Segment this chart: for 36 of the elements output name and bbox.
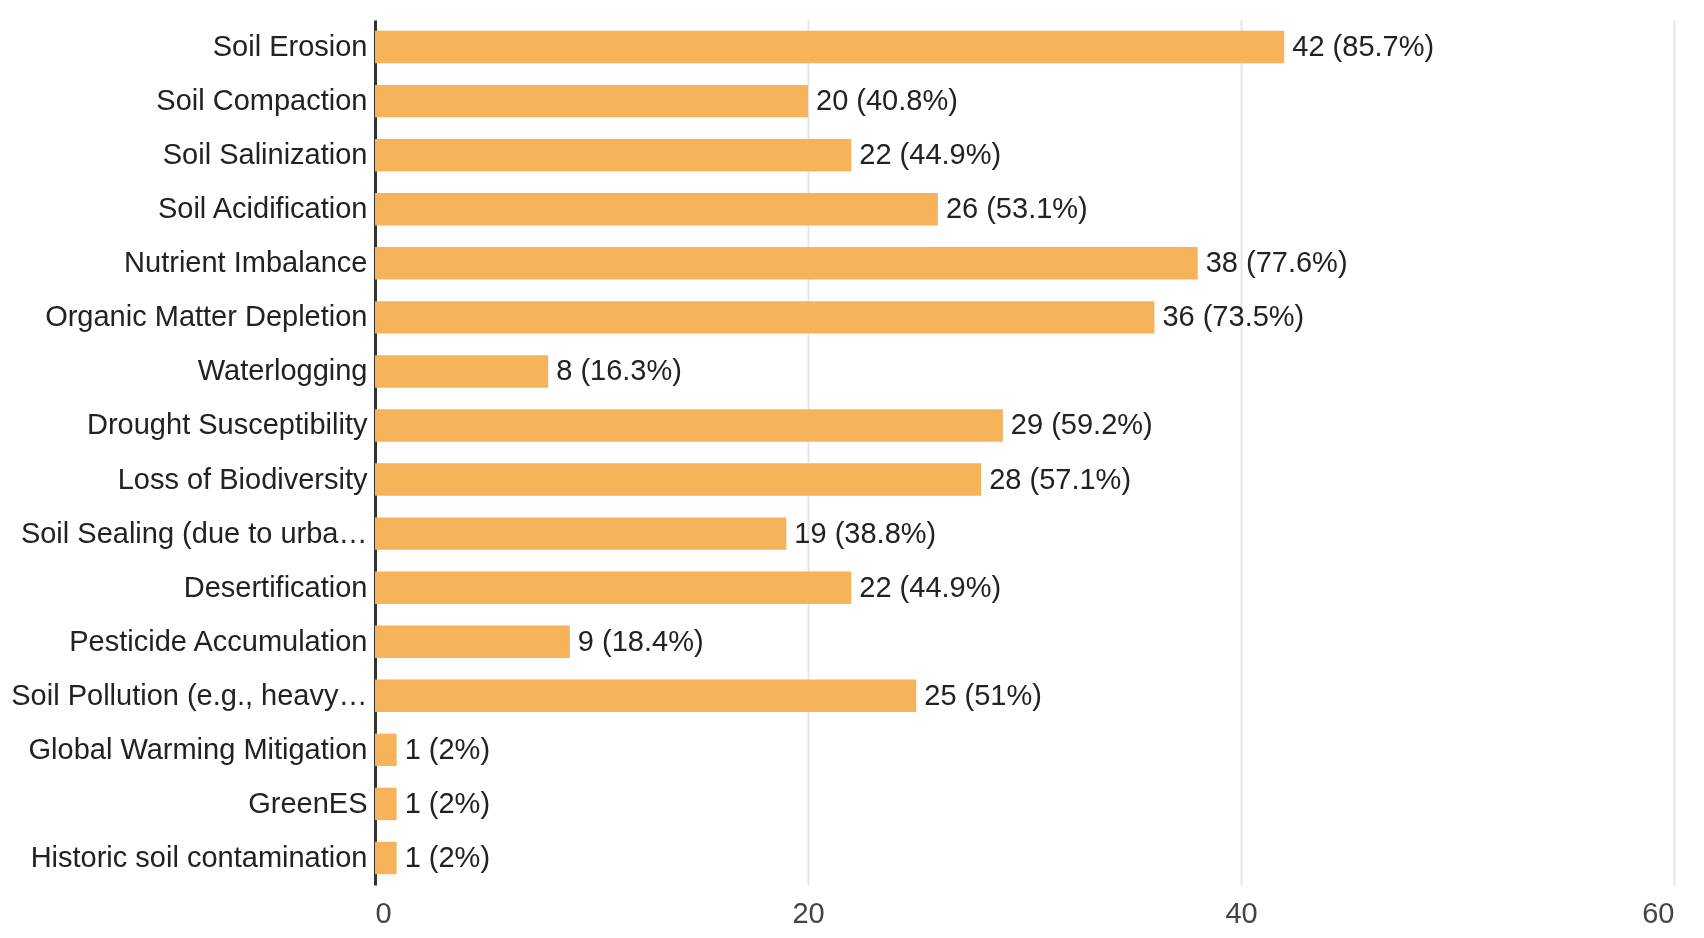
- y-tick-label: GreenES: [248, 786, 368, 819]
- data-label: 22 (44.9%): [859, 570, 1002, 603]
- data-label: 42 (85.7%): [1292, 30, 1435, 63]
- x-tick-label: 40: [1225, 896, 1258, 929]
- data-label: 25 (51%): [924, 678, 1042, 711]
- data-label: 22 (44.9%): [859, 138, 1002, 171]
- x-tick-label: 20: [792, 896, 825, 929]
- data-label: 1 (2%): [404, 786, 491, 819]
- y-tick-label: Soil Sealing (due to urba…: [20, 516, 368, 549]
- data-label: 9 (18.4%): [577, 624, 704, 657]
- x-tick-label: 0: [375, 896, 392, 929]
- y-tick-label: Soil Pollution (e.g., heavy…: [11, 678, 368, 711]
- data-label: 28 (57.1%): [989, 462, 1132, 495]
- y-tick-label: Desertification: [183, 570, 368, 603]
- data-label: 1 (2%): [404, 840, 491, 873]
- data-label: 26 (53.1%): [945, 192, 1088, 225]
- y-tick-label: Drought Susceptibility: [87, 408, 368, 441]
- y-tick-label: Organic Matter Depletion: [45, 300, 368, 333]
- data-label: 20 (40.8%): [816, 84, 958, 117]
- y-tick-label: Waterlogging: [197, 354, 368, 387]
- y-tick-label: Historic soil contamination: [30, 840, 368, 873]
- data-label: 38 (77.6%): [1205, 246, 1348, 279]
- data-label: 19 (38.8%): [794, 516, 937, 549]
- y-tick-label: Nutrient Imbalance: [124, 246, 368, 279]
- y-tick-label: Global Warming Mitigation: [28, 732, 368, 765]
- x-tick-label: 60: [1642, 896, 1675, 929]
- y-tick-label: Loss of Biodiversity: [117, 462, 368, 495]
- data-label: 1 (2%): [404, 732, 491, 765]
- y-tick-label: Pesticide Accumulation: [69, 624, 368, 657]
- data-label: 29 (59.2%): [1010, 408, 1153, 441]
- y-tick-label: Soil Erosion: [212, 30, 368, 63]
- y-tick-label: Soil Compaction: [156, 84, 368, 117]
- data-label: 8 (16.3%): [556, 354, 682, 387]
- y-tick-label: Soil Acidification: [157, 192, 368, 225]
- data-label: 36 (73.5%): [1162, 300, 1305, 333]
- y-tick-label: Soil Salinization: [162, 138, 368, 171]
